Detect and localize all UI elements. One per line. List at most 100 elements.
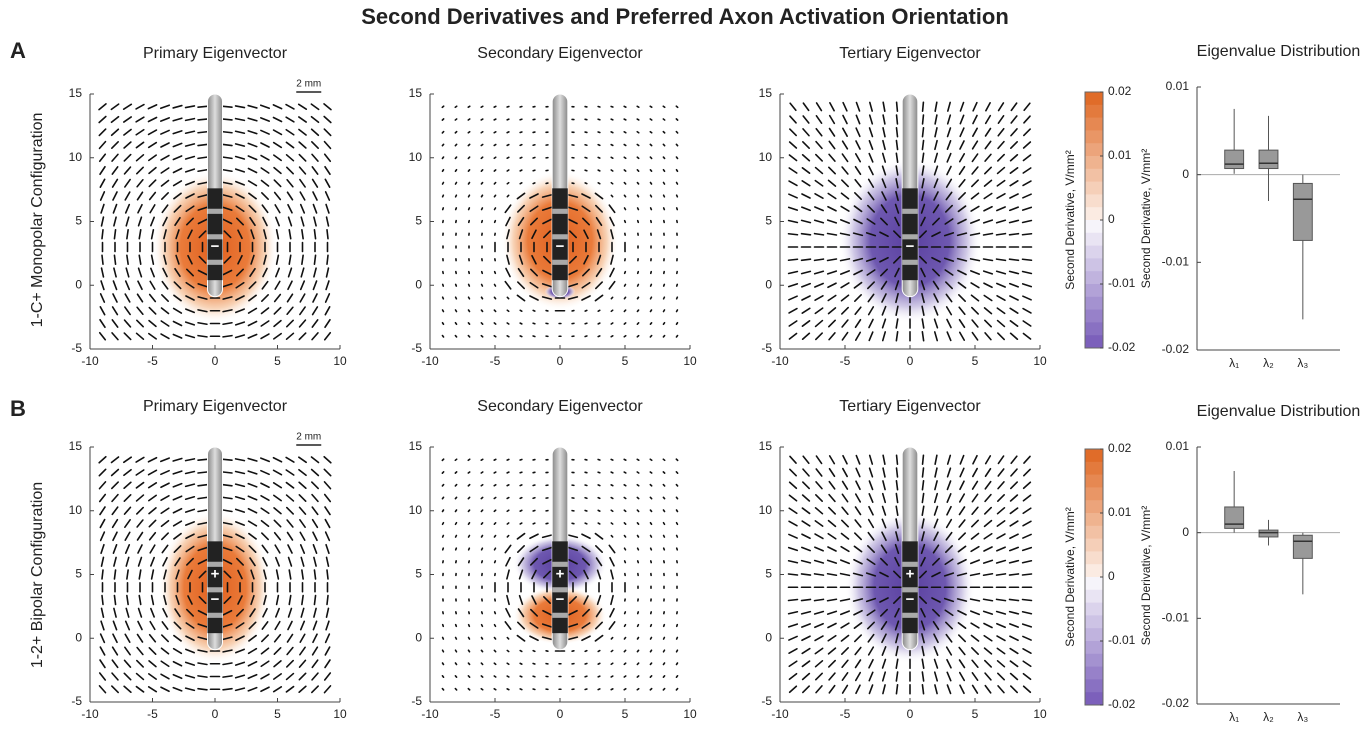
orientation-glyph [788,193,798,199]
orientation-glyph [1022,180,1032,187]
orientation-glyph [261,621,269,630]
orientation-glyph [480,662,484,666]
orientation-glyph [260,469,270,476]
orientation-glyph [467,283,471,287]
orientation-glyph [285,154,295,162]
orientation-glyph [801,167,811,174]
orientation-glyph [636,118,640,121]
orientation-glyph [323,115,332,124]
orientation-glyph [480,219,484,224]
colorbar-label: Second Derivative, V/mm² [1063,507,1077,646]
orientation-glyph [299,531,306,541]
orientation-glyph [623,118,627,121]
orientation-glyph [135,456,145,463]
orientation-glyph [126,254,129,266]
orientation-glyph [222,194,233,198]
orientation-glyph [126,594,129,606]
x-tick-label: -10 [421,707,439,721]
orientation-glyph [517,557,525,567]
orientation-glyph [99,531,106,542]
orientation-glyph [597,156,601,159]
orientation-glyph [541,194,553,198]
orientation-glyph [506,649,510,653]
orientation-glyph [123,481,132,490]
orientation-glyph [584,509,588,512]
orientation-glyph [506,309,510,313]
orientation-glyph [285,103,295,110]
orientation-glyph [493,156,497,160]
orientation-glyph [274,204,281,214]
orientation-glyph [932,217,940,226]
orientation-glyph [148,660,157,668]
orientation-glyph [247,520,258,527]
orientation-glyph [971,506,979,516]
orientation-glyph [234,495,246,501]
orientation-glyph [814,520,824,527]
orientation-glyph [197,458,208,461]
orientation-glyph [311,319,319,328]
orientation-glyph [113,267,117,278]
orientation-glyph [958,532,966,541]
orientation-glyph [110,128,120,137]
orientation-glyph [675,309,679,313]
orientation-glyph [946,467,952,478]
orientation-glyph [982,572,994,577]
orientation-glyph [260,494,270,502]
color-band [1085,271,1103,285]
orientation-glyph [441,547,445,551]
orientation-glyph [895,330,899,342]
orientation-glyph [98,128,107,137]
orientation-glyph [493,458,497,461]
orientation-glyph [866,609,876,617]
orientation-glyph [298,468,307,477]
orientation-glyph [467,169,471,172]
orientation-glyph [138,229,142,240]
orientation-glyph [493,675,497,678]
orientation-glyph [894,267,900,278]
orientation-glyph [222,118,233,121]
orientation-glyph [519,522,523,525]
orientation-glyph [800,623,812,628]
orientation-glyph [125,267,130,278]
orientation-glyph [971,306,979,315]
orientation-glyph [854,646,862,656]
contact-gap [552,259,568,265]
y-tick-label: 0.01 [1166,439,1190,453]
orientation-glyph [996,319,1006,328]
orientation-glyph [480,169,484,172]
orientation-glyph [541,534,553,539]
orientation-glyph [623,522,627,525]
orientation-glyph [933,191,939,201]
orientation-glyph [493,322,497,325]
orientation-glyph [814,507,824,515]
orientation-glyph [868,139,874,151]
orientation-glyph [595,204,603,213]
orientation-glyph [995,232,1007,236]
orientation-glyph [235,533,245,540]
orientation-glyph [160,307,170,315]
orientation-glyph [895,101,899,113]
orientation-glyph [222,218,233,225]
orientation-glyph [262,556,268,567]
orientation-glyph [234,508,246,513]
orientation-glyph [530,217,538,226]
orientation-glyph [313,216,317,227]
orientation-glyph [172,180,183,187]
orientation-glyph [983,634,993,642]
orientation-glyph [662,181,666,185]
orientation-glyph [197,509,208,513]
orientation-glyph [868,152,874,163]
orientation-glyph [609,267,615,278]
orientation-glyph [921,318,925,329]
contact-gap [207,234,223,240]
orientation-glyph [136,646,144,656]
orientation-glyph [467,649,471,653]
orientation-glyph [789,455,797,464]
orientation-glyph [197,181,208,185]
orientation-glyph [480,143,484,147]
x-tick-label: λ₁ [1229,710,1239,724]
color-band [1085,104,1103,119]
y-tick-label: -5 [71,694,82,708]
orientation-glyph [1021,598,1033,602]
